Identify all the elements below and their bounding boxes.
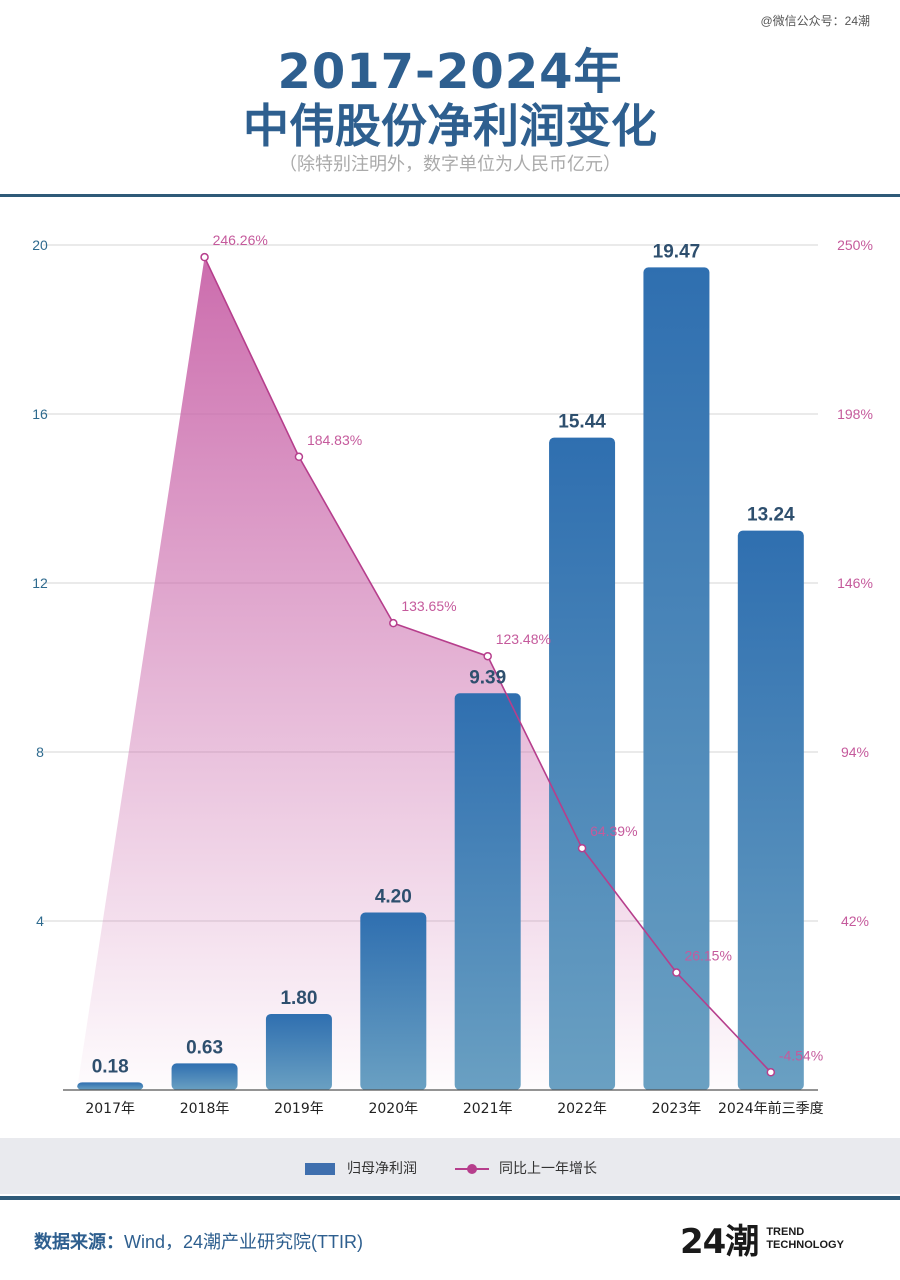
brand-logo: 24潮 TREND TECHNOLOGY	[680, 1214, 844, 1263]
growth-point-5	[577, 843, 587, 853]
right-axis-tick-label: 198%	[837, 406, 873, 422]
bar-value-label: 9.39	[469, 667, 506, 688]
top-divider	[0, 194, 900, 197]
bottom-divider	[0, 1196, 900, 1200]
bar-series	[77, 267, 804, 1090]
bar-value-label: 13.24	[747, 505, 795, 526]
legend-line-label: 同比上一年增长	[499, 1160, 597, 1176]
growth-value-label: 123.48%	[496, 631, 551, 647]
growth-value-label: 246.26%	[213, 232, 268, 248]
bar-2	[265, 1013, 332, 1090]
right-axis-tick-label: 94%	[841, 744, 869, 760]
x-axis-tick-label: 2018年	[180, 1101, 230, 1117]
logo-mark: 24潮	[680, 1222, 759, 1262]
x-axis-tick-label: 2023年	[652, 1101, 702, 1117]
x-axis-tick-label: 2020年	[368, 1101, 418, 1117]
bar-value-label: 0.18	[92, 1056, 129, 1077]
x-axis-tick-label: 2017年	[85, 1101, 135, 1117]
bar-value-label: 4.20	[375, 887, 412, 908]
bar-1	[171, 1063, 238, 1090]
growth-value-label: 64.39%	[590, 823, 637, 839]
growth-line-series	[200, 252, 776, 1077]
growth-value-label: 184.83%	[307, 432, 362, 448]
left-axis-tick-label: 16	[32, 406, 48, 422]
logo-text-line2: TECHNOLOGY	[766, 1238, 844, 1251]
bar-6	[643, 267, 710, 1090]
legend-line-swatch	[455, 1163, 489, 1175]
legend-item-growth: 同比上一年增长	[455, 1158, 597, 1178]
bar-value-label: 1.80	[280, 988, 317, 1009]
page-title-line2: 中伟股份净利润变化	[243, 99, 657, 153]
watermark: @微信公众号：24潮	[760, 14, 870, 28]
bar-7	[737, 530, 804, 1090]
source-text: Wind，24潮产业研究院(TTIR)	[124, 1232, 364, 1252]
growth-value-label: 26.15%	[684, 948, 731, 964]
bar-value-label: 15.44	[558, 412, 606, 433]
x-axis-tick-label: 2024年前三季度	[718, 1100, 824, 1117]
growth-point-3	[389, 618, 398, 628]
growth-point-7	[766, 1068, 776, 1077]
bar-5	[549, 437, 616, 1090]
bar-3	[360, 912, 427, 1090]
x-axis-tick-label: 2021年	[463, 1101, 513, 1117]
growth-point-6	[672, 968, 681, 977]
left-axis-tick-label: 12	[32, 575, 48, 591]
growth-value-label: -4.54%	[779, 1047, 823, 1063]
logo-text: TREND TECHNOLOGY	[766, 1226, 844, 1252]
right-axis-tick-label: 250%	[837, 237, 873, 253]
left-axis-tick-label: 4	[36, 913, 44, 929]
x-axis-tick-label: 2022年	[557, 1101, 607, 1117]
logo-text-line1: TREND	[766, 1225, 805, 1238]
right-axis-tick-label: 146%	[837, 575, 873, 591]
bar-4	[454, 693, 521, 1090]
data-source: 数据来源：Wind，24潮产业研究院(TTIR)	[34, 1228, 363, 1254]
bar-value-label: 0.63	[186, 1037, 223, 1058]
bar-value-label: 19.47	[653, 241, 701, 262]
data-labels: 0.18 0.63 1.80 4.20 9.39 15.44 19.47 13.24 246.2…	[92, 232, 823, 1077]
page-subtitle: （除特别注明外，数字单位为人民币亿元）	[279, 154, 621, 174]
legend-bar-label: 归母净利润	[347, 1160, 417, 1176]
x-axis-tick-label: 2019年	[274, 1101, 324, 1117]
right-axis-tick-label: 42%	[841, 913, 869, 929]
left-axis-tick-label: 8	[36, 744, 44, 760]
legend: 归母净利润 同比上一年增长	[0, 1138, 900, 1194]
source-label: 数据来源：	[34, 1232, 124, 1252]
legend-item-net-profit: 归母净利润	[305, 1158, 417, 1178]
growth-point-2	[294, 452, 304, 462]
growth-value-label: 133.65%	[401, 598, 456, 614]
growth-point-4	[483, 651, 492, 661]
growth-point-1	[200, 252, 209, 262]
combo-chart: 0.18 0.63 1.80 4.20 9.39 15.44 19.47 13.24 246.2…	[32, 232, 873, 1117]
left-axis-tick-label: 20	[32, 237, 48, 253]
legend-bar-swatch	[305, 1163, 335, 1176]
axes: 4 42% 8 94% 12 146% 16 198% 20 250% 2017年 2018年 2019…	[32, 237, 873, 1117]
bar-0	[77, 1082, 144, 1090]
page-title-line1: 2017-2024年	[277, 44, 623, 100]
